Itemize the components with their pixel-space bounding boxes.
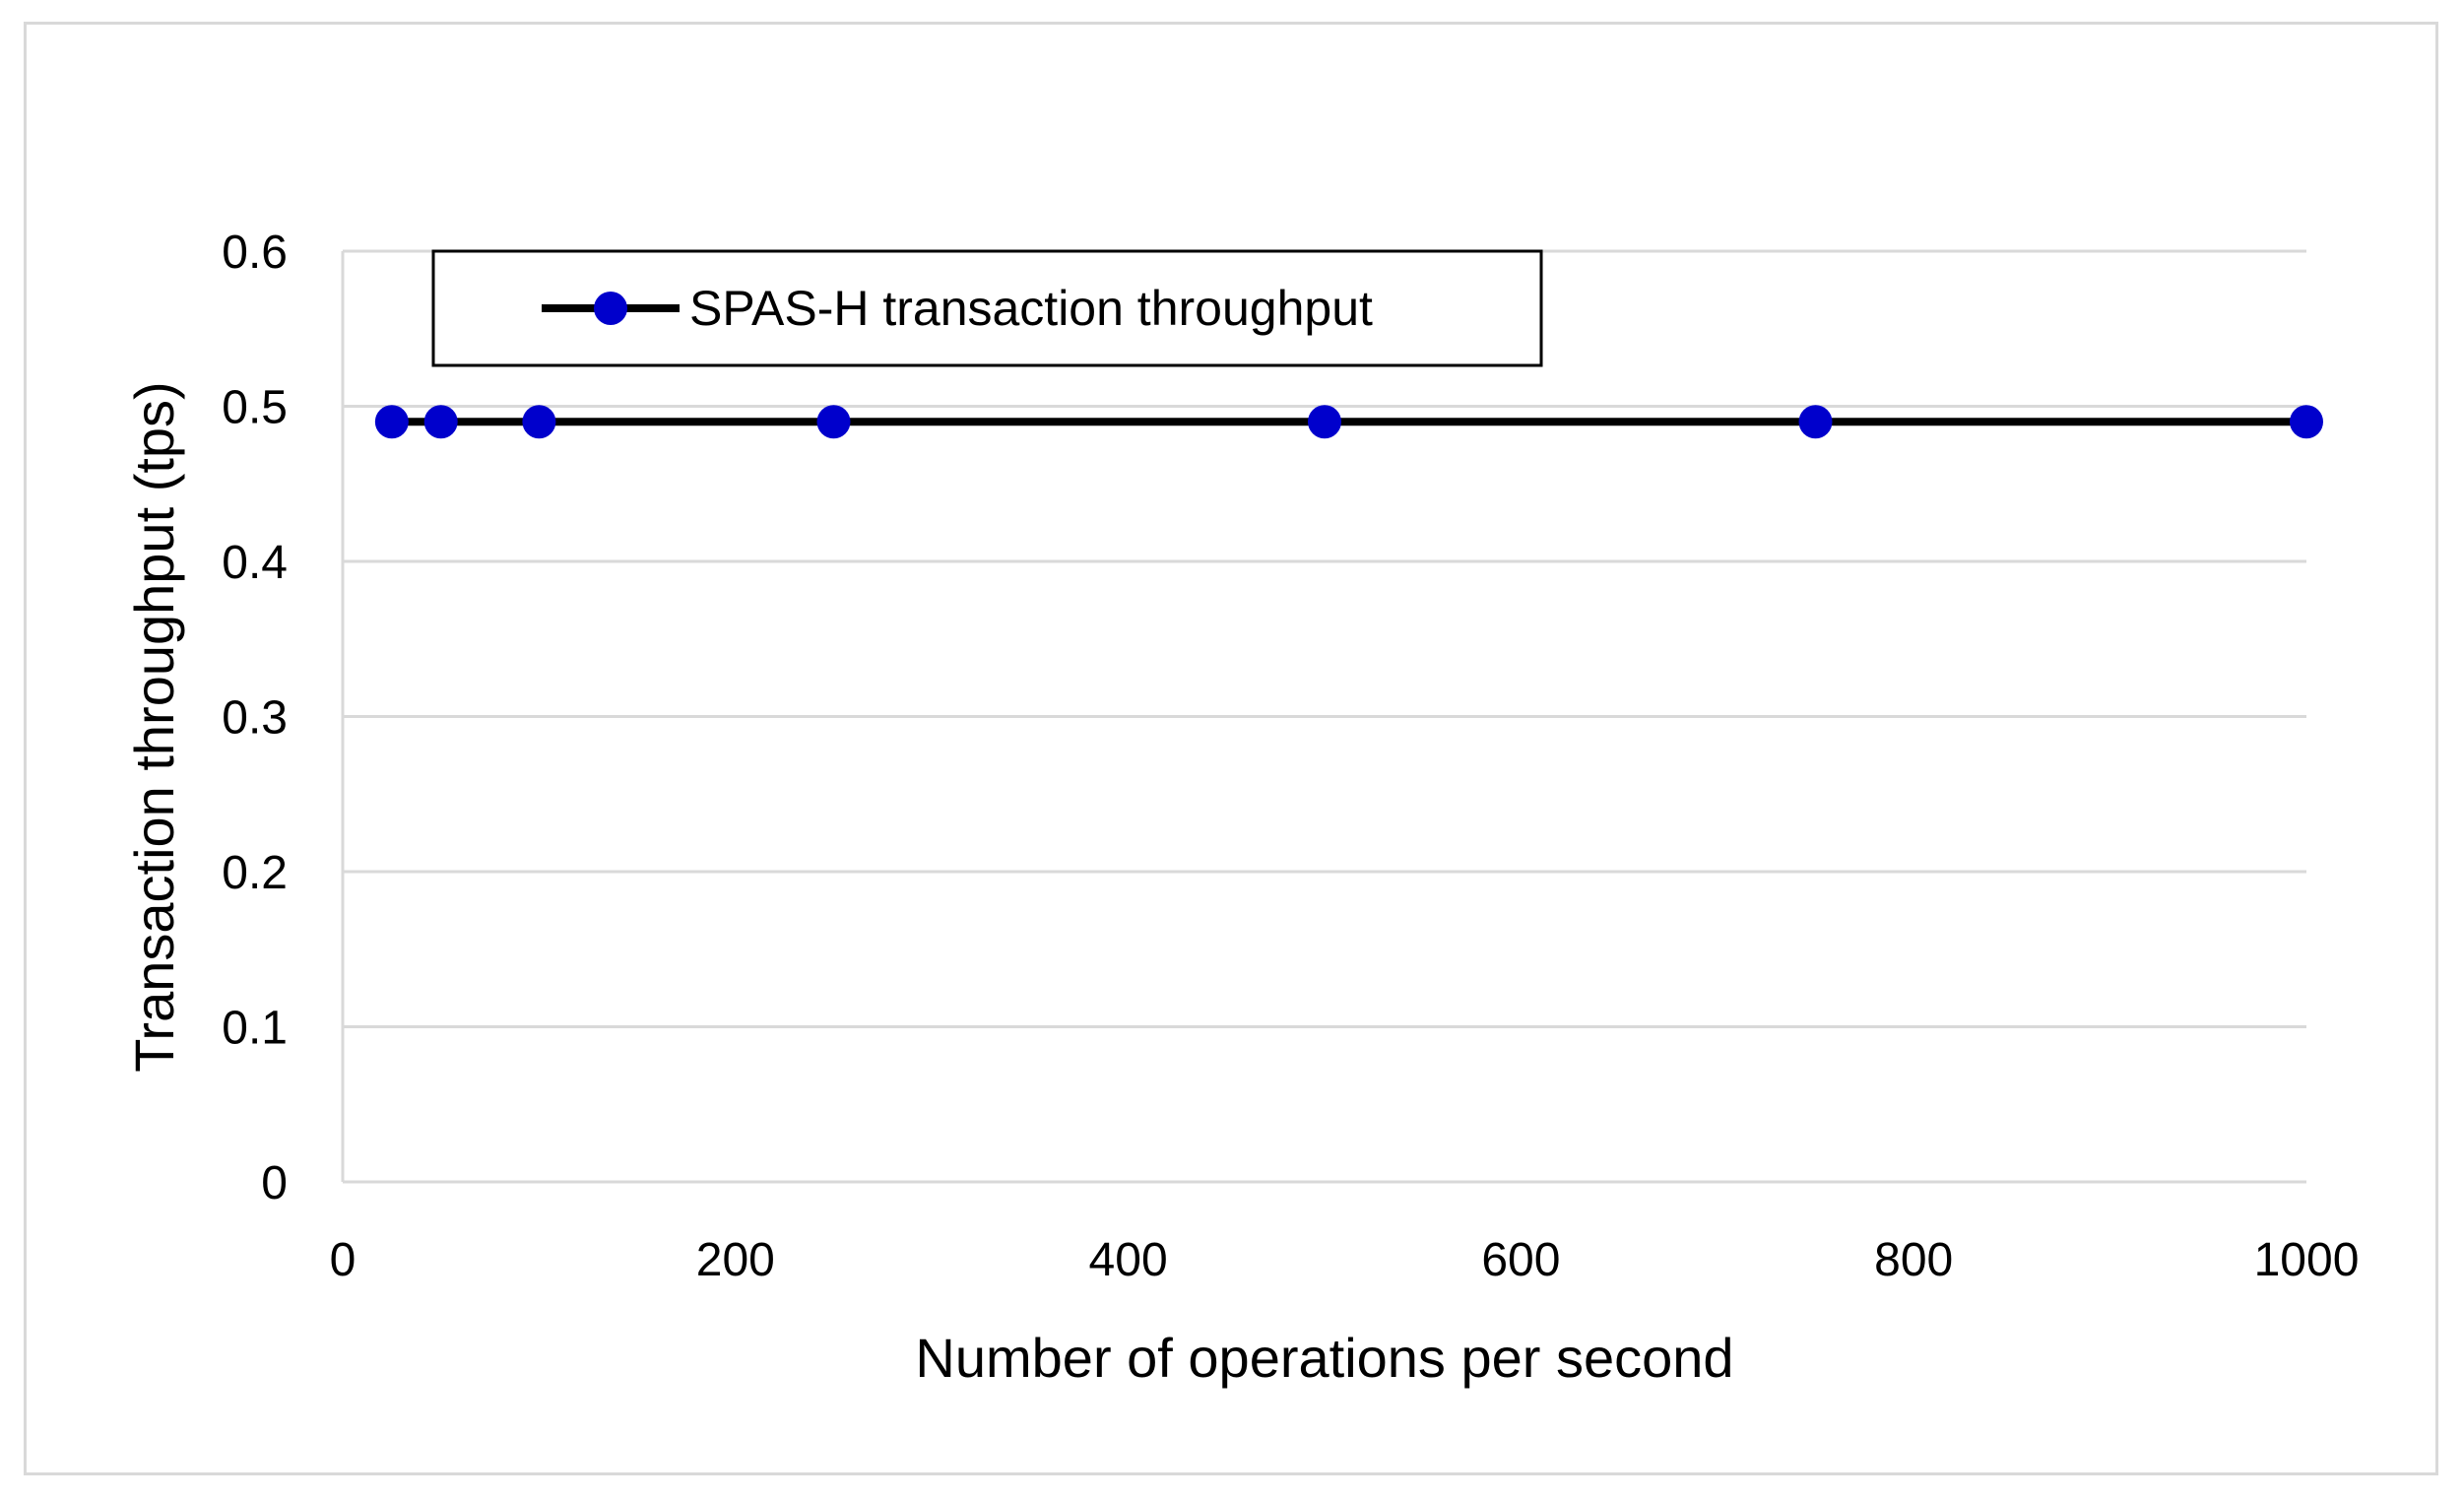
x-axis-title: Number of operations per second <box>915 1327 1733 1389</box>
x-tick-labels: 0 200 400 600 800 1000 <box>330 1234 2360 1286</box>
x-tick-label: 200 <box>696 1234 775 1286</box>
data-point <box>374 405 409 439</box>
series-layer <box>374 405 2323 439</box>
axes <box>341 251 2306 1184</box>
x-tick-label: 1000 <box>2254 1234 2360 1286</box>
data-point <box>423 405 458 439</box>
legend-label: SPAS-H transaction throughput <box>689 281 1373 336</box>
y-tick-label: 0.6 <box>222 227 288 279</box>
y-tick-label: 0.5 <box>222 382 288 434</box>
x-tick-label: 800 <box>1874 1234 1953 1286</box>
x-tick-label: 600 <box>1481 1234 1560 1286</box>
data-point <box>1798 405 1833 439</box>
y-tick-label: 0 <box>261 1157 288 1209</box>
y-tick-label: 0.2 <box>222 847 288 899</box>
gridlines <box>343 249 2306 1028</box>
data-point <box>1308 405 1341 439</box>
data-point <box>2290 405 2323 439</box>
y-tick-labels: 0 0.1 0.2 0.3 0.4 0.5 0.6 <box>222 227 288 1209</box>
legend: SPAS-H transaction throughput <box>431 249 1543 367</box>
y-tick-label: 0.3 <box>222 692 288 745</box>
y-tick-label: 0.1 <box>222 1003 288 1055</box>
data-point <box>522 405 556 439</box>
y-axis-title: Transaction throughput (tps) <box>123 381 185 1072</box>
x-tick-label: 400 <box>1089 1234 1168 1286</box>
x-tick-label: 0 <box>330 1234 357 1286</box>
legend-marker-swatch <box>594 292 627 325</box>
data-point <box>816 405 851 439</box>
y-tick-label: 0.4 <box>222 537 288 589</box>
